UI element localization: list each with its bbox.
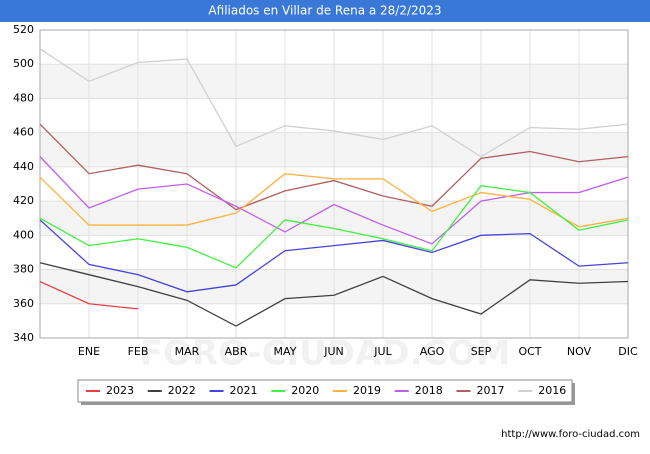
chart-title: Afiliados en Villar de Rena a 28/2/2023 xyxy=(208,4,441,18)
series-line xyxy=(39,219,629,293)
legend-label: 2020 xyxy=(291,384,319,397)
x-tick-label: ABR xyxy=(225,345,248,358)
x-tick-label: FEB xyxy=(128,345,149,358)
y-tick-label: 440 xyxy=(13,160,34,173)
legend-label: 2023 xyxy=(106,384,134,397)
series-line xyxy=(39,48,629,158)
series-line xyxy=(39,262,629,327)
x-tick-label: ENE xyxy=(78,345,100,358)
x-tick-label: AGO xyxy=(420,345,445,358)
legend-label: 2019 xyxy=(353,384,381,397)
x-tick-label: MAR xyxy=(175,345,200,358)
legend-label: 2022 xyxy=(168,384,196,397)
legend-label: 2021 xyxy=(230,384,258,397)
y-tick-label: 340 xyxy=(13,331,34,344)
series-line xyxy=(39,185,629,269)
x-tick-label: DIC xyxy=(618,345,638,358)
y-tick-label: 380 xyxy=(13,263,34,276)
legend-label: 2017 xyxy=(477,384,505,397)
legend-label: 2016 xyxy=(538,384,566,397)
y-tick-label: 520 xyxy=(13,23,34,36)
y-tick-label: 420 xyxy=(13,194,34,207)
y-tick-label: 400 xyxy=(13,228,34,241)
x-tick-label: NOV xyxy=(567,345,592,358)
y-tick-label: 480 xyxy=(13,91,34,104)
x-tick-label: JUN xyxy=(323,345,344,358)
title-bar xyxy=(0,0,650,22)
series-line xyxy=(39,173,629,228)
x-tick-label: OCT xyxy=(518,345,541,358)
x-tick-label: JUL xyxy=(373,345,392,358)
x-tick-label: MAY xyxy=(274,345,297,358)
watermark: FORO-CIUDAD.COM xyxy=(140,334,511,374)
x-tick-label: SEP xyxy=(471,345,492,358)
plot-border xyxy=(39,29,629,339)
y-tick-label: 500 xyxy=(13,57,34,70)
legend-label: 2018 xyxy=(415,384,443,397)
source: http://www.foro-ciudad.com xyxy=(501,429,640,440)
series-line xyxy=(39,280,139,310)
y-tick-label: 460 xyxy=(13,126,34,139)
series-line xyxy=(39,123,629,211)
legend xyxy=(77,379,573,403)
y-tick-label: 360 xyxy=(13,297,34,310)
